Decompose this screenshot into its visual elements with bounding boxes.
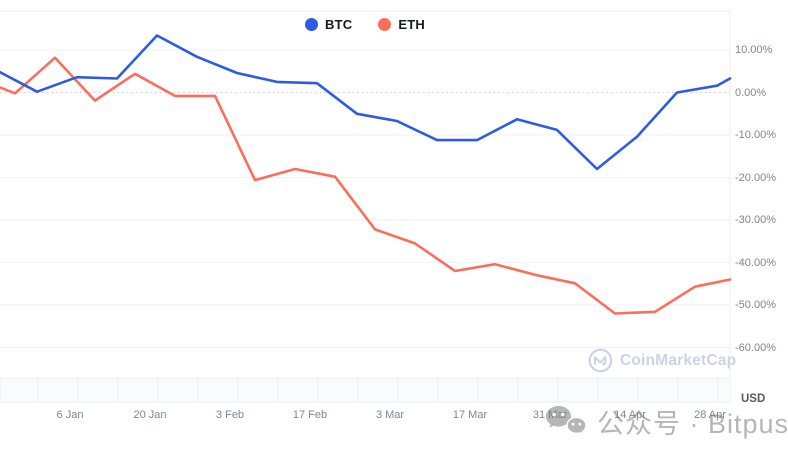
x-axis-tick-label: 17 Feb <box>292 409 328 421</box>
x-axis-tick-label: 17 Mar <box>452 409 488 421</box>
btc-series-dot-icon <box>305 17 319 31</box>
eth-series-dot-icon <box>378 17 392 31</box>
y-axis-tick-label: -40.00% <box>735 256 776 269</box>
x-axis-tick-label: 28 Apr <box>694 409 726 421</box>
x-axis-tick-label: 3 Feb <box>215 409 245 421</box>
coinmarketcap-watermark: CoinMarketCap <box>588 348 736 373</box>
x-axis-band <box>0 378 730 402</box>
y-axis-tick-label: -10.00% <box>735 129 776 141</box>
axis-unit-label: USD <box>741 393 766 405</box>
coinmarketcap-logo-icon <box>588 348 613 373</box>
y-axis-tick-label: 0.00% <box>735 86 767 99</box>
legend-item-eth[interactable]: ETH <box>378 17 425 32</box>
bitpush-watermark: 公众号 · Bitpush <box>544 402 788 441</box>
y-axis-tick-label: 10.00% <box>735 44 773 56</box>
chart-legend: BTC ETH <box>0 14 730 34</box>
legend-label-btc: BTC <box>325 16 353 32</box>
x-axis-tick-label: 20 Jan <box>133 409 167 421</box>
x-axis-tick-label: 6 Jan <box>56 409 84 421</box>
legend-item-btc[interactable]: BTC <box>305 17 352 32</box>
x-axis-tick-label: 3 Mar <box>375 409 405 421</box>
wechat-icon <box>546 405 587 436</box>
y-axis-tick-label: -60.00% <box>735 341 776 354</box>
coinmarketcap-watermark-text: CoinMarketCap <box>620 351 737 369</box>
y-axis-tick-label: -30.00% <box>735 214 776 226</box>
y-axis-tick-label: -50.00% <box>735 299 776 311</box>
y-axis-tick-label: -20.00% <box>735 171 776 184</box>
x-axis-tick-label: 14 Apr <box>614 409 646 421</box>
bitpush-watermark-text: 公众号 · Bitpush <box>597 409 788 439</box>
legend-label-eth: ETH <box>398 16 425 32</box>
eth-price-line[interactable] <box>0 56 732 315</box>
btc-price-line[interactable] <box>0 34 732 171</box>
